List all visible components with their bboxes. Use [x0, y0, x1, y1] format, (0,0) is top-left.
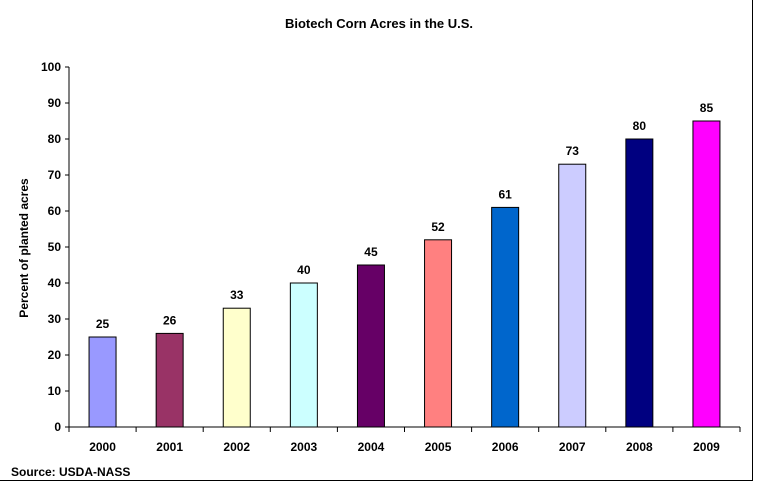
x-tick-label: 2004	[358, 440, 385, 454]
source-note: Source: USDA-NASS	[11, 465, 130, 479]
bar-2000	[88, 336, 117, 428]
data-label: 80	[633, 119, 647, 133]
bar-2004	[356, 264, 385, 428]
y-tick-label: 20	[48, 348, 62, 362]
y-tick-label: 30	[48, 312, 62, 326]
x-tick-label: 2006	[492, 440, 519, 454]
data-label: 40	[297, 263, 311, 277]
x-tick-label: 2002	[223, 440, 250, 454]
x-tick-label: 2009	[693, 440, 720, 454]
bar-2003	[289, 282, 318, 428]
x-tick-label: 2003	[290, 440, 317, 454]
y-tick-label: 0	[54, 420, 61, 434]
y-tick-label: 90	[48, 96, 62, 110]
data-label: 25	[96, 317, 110, 331]
plot-area: 0 10 20 30 40 50 60 70 80 90 100 25 2000 26 2001 33 2002…	[41, 60, 741, 454]
bar-2005	[424, 239, 453, 428]
x-tick-label: 2007	[559, 440, 586, 454]
x-tick-label: 2001	[156, 440, 183, 454]
x-tick-label: 2008	[626, 440, 653, 454]
y-tick-label: 80	[48, 132, 62, 146]
y-tick-label: 70	[48, 168, 62, 182]
bar-2008	[625, 138, 654, 428]
data-label: 52	[431, 220, 445, 234]
chart-title: Biotech Corn Acres in the U.S.	[285, 16, 473, 31]
data-label: 26	[163, 313, 177, 327]
data-label: 85	[700, 101, 714, 115]
y-tick-label: 10	[48, 384, 62, 398]
x-tick-label: 2005	[425, 440, 452, 454]
bar-2006	[491, 206, 520, 428]
y-axis-title: Percent of planted acres	[17, 178, 31, 318]
data-label: 33	[230, 288, 244, 302]
data-label: 61	[498, 187, 512, 201]
x-tick-label: 2000	[89, 440, 116, 454]
y-tick-label: 100	[41, 60, 61, 74]
data-label: 73	[566, 144, 580, 158]
data-label: 45	[364, 245, 378, 259]
bar-2001	[155, 332, 184, 428]
y-tick-label: 50	[48, 240, 62, 254]
bar-2002	[222, 307, 251, 428]
bar-2009	[692, 120, 721, 428]
y-tick-label: 40	[48, 276, 62, 290]
y-tick-label: 60	[48, 204, 62, 218]
bar-2007	[558, 163, 587, 428]
